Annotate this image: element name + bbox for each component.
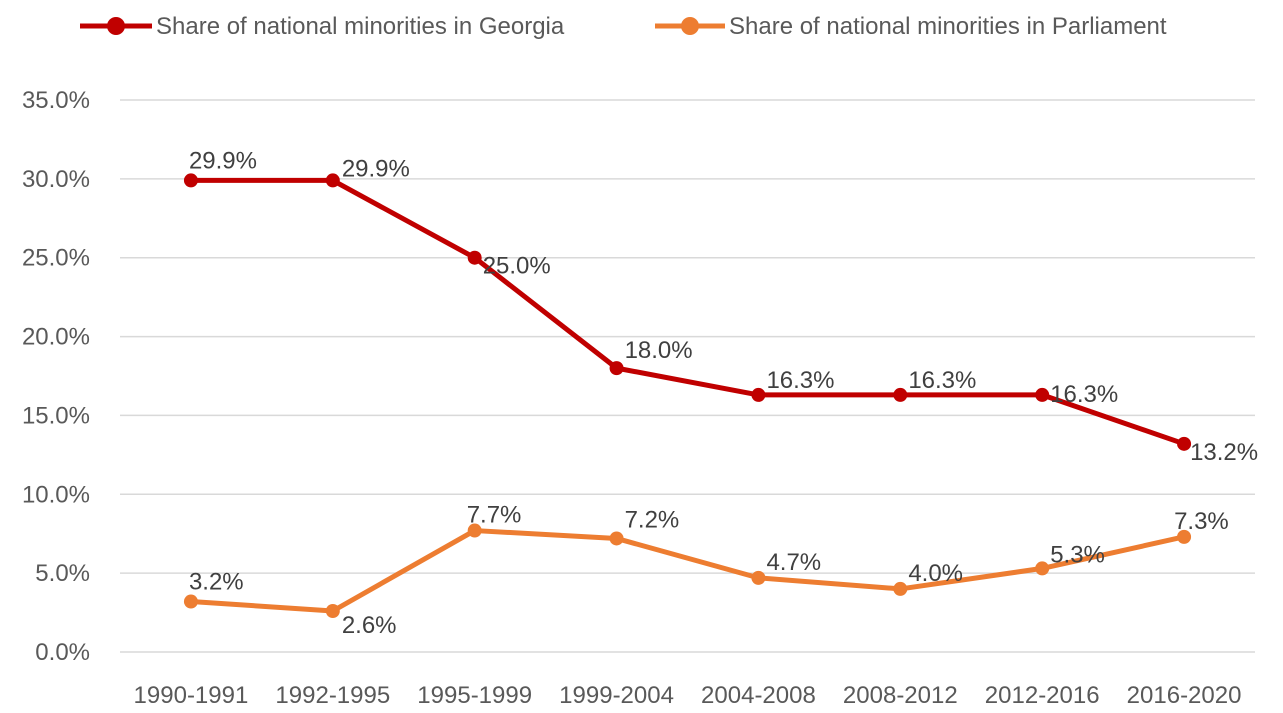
series-line	[188, 177, 1187, 447]
gridlines	[120, 99, 1255, 653]
data-label: 29.9%	[342, 155, 410, 182]
data-point	[1177, 529, 1192, 544]
y-tick-label: 5.0%	[35, 560, 90, 587]
x-tick-label: 1995-1999	[417, 682, 532, 709]
data-label: 13.2%	[1190, 439, 1258, 466]
data-point	[325, 173, 340, 188]
data-label: 7.2%	[625, 506, 680, 533]
data-point	[609, 531, 624, 546]
y-tick-label: 30.0%	[22, 166, 90, 193]
y-tick-label: 20.0%	[22, 324, 90, 351]
data-label: 16.3%	[766, 367, 834, 394]
data-label: 16.3%	[1050, 381, 1118, 408]
legend-swatch-marker	[107, 17, 125, 35]
data-point	[183, 173, 198, 188]
data-point	[751, 387, 766, 402]
data-point	[467, 523, 482, 538]
series-1: 29.9% 29.9% 25.0% 18.0% 16.3% 16.3% 16.3% 13.2%	[183, 147, 1258, 466]
x-tick-label: 2008-2012	[843, 682, 958, 709]
data-label: 7.7%	[467, 502, 522, 529]
data-label: 18.0%	[625, 337, 693, 364]
y-tick-label: 35.0%	[22, 87, 90, 114]
y-tick-label: 25.0%	[22, 245, 90, 272]
legend-item: Share of national minorities in Parliame…	[655, 13, 1167, 40]
data-point	[1177, 436, 1192, 451]
data-label: 5.3%	[1050, 541, 1105, 568]
y-tick-label: 15.0%	[22, 402, 90, 429]
data-label: 2.6%	[342, 612, 397, 639]
data-point	[183, 594, 198, 609]
x-tick-label: 2004-2008	[701, 682, 816, 709]
data-label: 16.3%	[908, 367, 976, 394]
data-label: 25.0%	[483, 253, 551, 280]
data-label: 4.0%	[908, 560, 963, 587]
data-point	[609, 361, 624, 376]
x-axis: 1990-1991 1992-1995 1995-1999 1999-2004 2004…	[134, 682, 1242, 709]
series-line	[188, 528, 1187, 614]
y-axis: 0.0% 5.0% 10.0% 15.0% 20.0% 25.0% 30.0% 35.0%	[22, 87, 90, 666]
data-point	[751, 570, 766, 585]
plot-area: 29.9% 29.9% 25.0% 18.0% 16.3% 16.3% 16.3% 13.2%…	[183, 147, 1258, 639]
data-point	[1035, 387, 1050, 402]
x-tick-label: 1990-1991	[134, 682, 249, 709]
data-label: 3.2%	[189, 569, 244, 596]
y-tick-label: 0.0%	[35, 639, 90, 666]
legend-label: Share of national minorities in Parliame…	[729, 13, 1167, 40]
data-label: 29.9%	[189, 147, 257, 174]
legend-label: Share of national minorities in Georgia	[156, 13, 565, 40]
x-tick-label: 2012-2016	[985, 682, 1100, 709]
data-point	[893, 581, 908, 596]
series-2: 3.2% 2.6% 7.7% 7.2% 4.7% 4.0% 5.3% 7.3%	[183, 502, 1229, 639]
data-point	[893, 387, 908, 402]
x-tick-label: 1992-1995	[275, 682, 390, 709]
legend-item: Share of national minorities in Georgia	[80, 13, 565, 40]
data-point	[1035, 561, 1050, 576]
legend: Share of national minorities in Georgia S…	[80, 13, 1167, 40]
data-point	[325, 603, 340, 618]
data-label: 7.3%	[1174, 508, 1229, 535]
data-label: 4.7%	[766, 549, 821, 576]
x-tick-label: 1999-2004	[559, 682, 674, 709]
legend-swatch-marker	[681, 17, 699, 35]
x-tick-label: 2016-2020	[1127, 682, 1242, 709]
y-tick-label: 10.0%	[22, 481, 90, 508]
data-point	[467, 250, 482, 265]
